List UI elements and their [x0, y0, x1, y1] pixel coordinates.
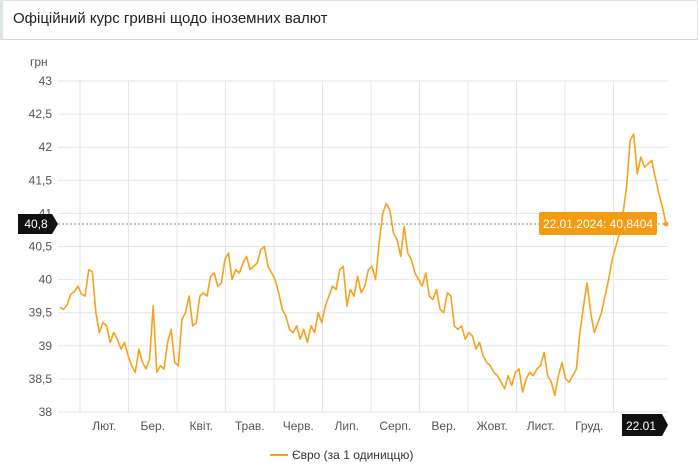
- x-tick-label: Лист.: [527, 419, 555, 433]
- x-tick-label: Квіт.: [189, 419, 213, 433]
- tooltip-label: 22.01.2024: 40,8404: [543, 217, 653, 231]
- y-tick-label: 38,5: [29, 372, 53, 386]
- x-axis: Лют. Бер. Квіт. Трав. Черв. Лип. Серп. Вер. Жовт…: [92, 419, 603, 433]
- y-tick-label: 39: [39, 339, 53, 353]
- y-value-flag: [18, 213, 58, 234]
- series-line[interactable]: [59, 133, 667, 397]
- x-tick-label: Черв.: [283, 419, 314, 433]
- legend-label[interactable]: Євро (за 1 одиниццю): [292, 448, 413, 462]
- x-tick-label: Вер.: [431, 419, 456, 433]
- y-value-flag-label: 40,8: [24, 217, 48, 231]
- x-tick-label: Трав.: [235, 419, 265, 433]
- grid: [58, 80, 668, 413]
- y-tick-label: 40,5: [29, 240, 53, 254]
- y-tick-label: 41,5: [29, 173, 53, 187]
- x-tick-label: Лют.: [92, 419, 116, 433]
- x-value-flag-label: 22.01: [626, 419, 656, 433]
- tooltip-box: [539, 211, 657, 235]
- x-tick-label: Груд.: [575, 419, 603, 433]
- chart-header: Офіційний курс гривні щодо іноземних вал…: [0, 0, 698, 40]
- legend[interactable]: Євро (за 1 одиниццю): [270, 448, 413, 462]
- x-tick-label: Лип.: [335, 419, 359, 433]
- x-tick-label: Серп.: [379, 419, 411, 433]
- y-tick-label: 42: [39, 140, 53, 154]
- x-tick-label: Бер.: [140, 419, 165, 433]
- x-value-flag: [622, 414, 668, 436]
- page-title: Офіційний курс гривні щодо іноземних вал…: [13, 10, 328, 27]
- y-tick-label: 40: [39, 273, 53, 287]
- x-tick-label: Жовт.: [477, 419, 508, 433]
- overlays: 40,8 22.01.2024: 40,8404 22.01: [18, 211, 669, 436]
- y-tick-label: 38: [39, 405, 53, 419]
- hover-point: [663, 221, 669, 227]
- y-tick-label: 39,5: [29, 306, 53, 320]
- series[interactable]: [59, 133, 667, 397]
- y-tick-label: 42,5: [29, 107, 53, 121]
- y-tick-label: 43: [39, 74, 53, 88]
- y-axis-unit: грн: [30, 55, 48, 69]
